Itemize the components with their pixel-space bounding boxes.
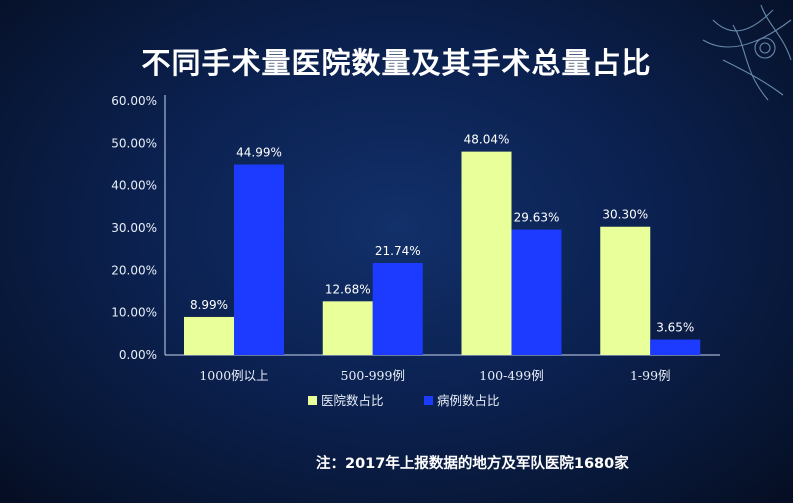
data-label: 12.68% <box>325 282 371 296</box>
decorative-ornament <box>702 4 792 101</box>
legend-swatch <box>424 396 433 405</box>
data-label: 48.04% <box>464 133 510 147</box>
data-label: 3.65% <box>656 321 694 335</box>
y-tick-label: 0.00% <box>119 348 157 362</box>
bar-hospital <box>184 316 234 355</box>
legend-label: 病例数占比 <box>437 393 500 408</box>
footnote: 注：2017年上报数据的地方及军队医院1680家 <box>316 456 629 472</box>
category-label: 1-99例 <box>630 368 671 383</box>
y-tick-label: 50.00% <box>111 136 157 150</box>
data-label: 21.74% <box>375 244 421 258</box>
bar-hospital <box>461 151 512 355</box>
category-label: 500-999例 <box>341 368 405 383</box>
bar-cases <box>372 262 423 355</box>
y-tick-label: 60.00% <box>111 94 157 108</box>
category-label: 1000例以上 <box>199 368 268 383</box>
data-label: 44.99% <box>236 146 282 160</box>
bar-hospital <box>322 301 373 355</box>
y-tick-label: 30.00% <box>111 221 157 235</box>
bar-cases <box>511 229 562 355</box>
legend-label: 医院数占比 <box>321 393 384 408</box>
y-tick-label: 40.00% <box>111 179 157 193</box>
bar-cases <box>234 164 284 355</box>
legend-swatch <box>308 396 317 405</box>
y-tick-label: 20.00% <box>111 263 157 277</box>
y-tick-label: 10.00% <box>111 306 157 320</box>
page-title: 不同手术量医院数量及其手术总量占比 <box>141 46 652 80</box>
data-label: 30.30% <box>602 208 648 222</box>
data-label: 8.99% <box>190 298 228 312</box>
category-label: 100-499例 <box>479 368 543 383</box>
bar-cases <box>650 339 701 355</box>
data-label: 29.63% <box>514 211 560 225</box>
bar-hospital <box>600 226 651 355</box>
